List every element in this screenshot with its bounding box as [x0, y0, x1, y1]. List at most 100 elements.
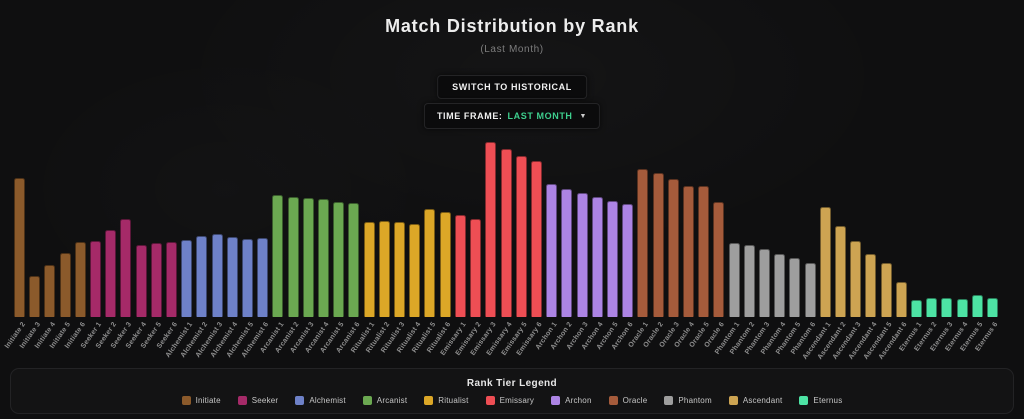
bar-phantom-3[interactable]: [758, 249, 770, 317]
bar-ascendant-2[interactable]: [834, 226, 846, 317]
legend-item-archon[interactable]: Archon: [551, 396, 592, 405]
page-title: Match Distribution by Rank: [385, 16, 639, 36]
bar-slot: Archon 1: [535, 137, 559, 351]
bar-arcanist-5[interactable]: [333, 202, 345, 317]
bar-archon-1[interactable]: [546, 184, 558, 317]
bar-archon-2[interactable]: [561, 189, 573, 317]
legend-item-arcanist[interactable]: Arcanist: [362, 396, 408, 405]
bar-archon-6[interactable]: [622, 204, 634, 317]
bar-ritualist-3[interactable]: [394, 222, 406, 317]
bar-slot: Phantom 4: [760, 137, 787, 356]
bar-arcanist-2[interactable]: [287, 197, 299, 317]
bar-alchemist-2[interactable]: [196, 236, 208, 317]
legend-swatch-icon: [608, 396, 618, 405]
bar-arcanist-1[interactable]: [272, 195, 284, 317]
bar-ritualist-2[interactable]: [378, 221, 390, 317]
bar-alchemist-4[interactable]: [226, 237, 238, 317]
legend-item-ascendant[interactable]: Ascendant: [728, 396, 783, 405]
bar-alchemist-1[interactable]: [181, 240, 193, 317]
bar-phantom-5[interactable]: [789, 258, 801, 317]
bar-oracle-5[interactable]: [698, 186, 710, 317]
switch-to-historical-button[interactable]: SWITCH TO HISTORICAL: [437, 75, 587, 99]
bar-ascendant-6[interactable]: [895, 282, 907, 317]
bar-slot: Ritualist 5: [411, 137, 437, 354]
legend-items: Initiate Seeker Alchemist Arcanist Ritualist…: [11, 396, 1013, 405]
legend-item-ritualist[interactable]: Ritualist: [424, 396, 468, 405]
bar-initiate-6[interactable]: [74, 242, 86, 317]
bar-slot: Seeker 4: [125, 137, 148, 350]
bar-phantom-4[interactable]: [774, 254, 786, 317]
bar-chart: Initiate 2 Initiate 3 Initiate 4 Initiate 5…: [4, 137, 1000, 361]
bar-ascendant-4[interactable]: [865, 254, 877, 317]
bar-eternus-6[interactable]: [987, 298, 998, 317]
bar-oracle-6[interactable]: [713, 202, 725, 317]
bar-eternus-1[interactable]: [910, 300, 922, 317]
legend-item-phantom[interactable]: Phantom: [664, 396, 712, 405]
bar-eternus-3[interactable]: [941, 298, 953, 317]
legend-item-emissary[interactable]: Emissary: [485, 396, 535, 405]
bar-oracle-3[interactable]: [667, 179, 679, 317]
bar-ritualist-4[interactable]: [409, 224, 421, 317]
bar-alchemist-5[interactable]: [242, 239, 254, 317]
bar-archon-5[interactable]: [606, 201, 618, 317]
bar-seeker-1[interactable]: [90, 241, 102, 317]
bar-emissary-2[interactable]: [470, 219, 482, 317]
bar-slot: Initiate 2: [4, 137, 27, 350]
bar-initiate-2[interactable]: [14, 178, 25, 317]
bar-ascendant-1[interactable]: [819, 207, 831, 317]
bar-ritualist-5[interactable]: [424, 209, 436, 317]
legend-swatch-icon: [237, 396, 247, 405]
bar-oracle-1[interactable]: [637, 169, 649, 317]
bar-initiate-3[interactable]: [29, 276, 41, 317]
legend-label: Initiate: [195, 396, 221, 405]
bar-eternus-2[interactable]: [926, 298, 938, 317]
bar-archon-3[interactable]: [576, 193, 588, 317]
bar-slot: Ascendant 5: [862, 137, 893, 361]
bar-seeker-5[interactable]: [150, 243, 162, 317]
bar-ritualist-6[interactable]: [439, 212, 451, 317]
legend-panel: Rank Tier Legend Initiate Seeker Alchemist…: [10, 368, 1014, 414]
bar-slot: Oracle 1: [628, 137, 650, 349]
bar-emissary-5[interactable]: [515, 156, 527, 317]
bar-emissary-6[interactable]: [530, 161, 542, 317]
bar-arcanist-3[interactable]: [302, 198, 314, 317]
bar-oracle-4[interactable]: [682, 186, 694, 317]
bar-seeker-3[interactable]: [120, 219, 132, 317]
bar-ritualist-1[interactable]: [363, 222, 375, 317]
bar-phantom-6[interactable]: [804, 263, 816, 317]
legend-item-initiate[interactable]: Initiate: [181, 396, 221, 405]
bar-phantom-2[interactable]: [743, 245, 755, 317]
time-frame-label: TIME FRAME:: [436, 111, 503, 121]
bar-arcanist-6[interactable]: [348, 203, 360, 317]
bar-phantom-1[interactable]: [728, 243, 740, 317]
bar-emissary-3[interactable]: [485, 142, 497, 317]
legend-item-seeker[interactable]: Seeker: [237, 396, 279, 405]
bar-slot: Ascendant 1: [802, 137, 832, 361]
bar-ascendant-3[interactable]: [850, 241, 862, 317]
bar-emissary-1[interactable]: [454, 215, 466, 317]
bar-oracle-2[interactable]: [652, 173, 664, 317]
legend-item-eternus[interactable]: Eternus: [799, 396, 842, 405]
bar-initiate-5[interactable]: [59, 253, 71, 317]
bar-slot: Oracle 4: [673, 137, 696, 349]
bar-slot: Oracle 6: [704, 137, 726, 349]
bar-seeker-2[interactable]: [105, 230, 117, 317]
legend-swatch-icon: [799, 396, 809, 405]
bar-slot: Phantom 3: [744, 137, 772, 356]
time-frame-dropdown[interactable]: TIME FRAME: LAST MONTH ▼: [423, 103, 601, 129]
bar-archon-4[interactable]: [591, 197, 603, 317]
bar-initiate-4[interactable]: [44, 265, 56, 317]
bar-emissary-4[interactable]: [500, 149, 512, 317]
bar-seeker-6[interactable]: [166, 242, 178, 317]
bar-alchemist-6[interactable]: [257, 238, 269, 317]
bar-eternus-5[interactable]: [971, 295, 983, 317]
legend-item-alchemist[interactable]: Alchemist: [295, 396, 346, 405]
legend-item-oracle[interactable]: Oracle: [608, 396, 648, 405]
bar-arcanist-4[interactable]: [318, 199, 330, 317]
bar-eternus-4[interactable]: [956, 299, 968, 317]
legend-label: Ascendant: [742, 396, 783, 405]
bar-alchemist-3[interactable]: [211, 234, 223, 317]
bar-ascendant-5[interactable]: [880, 263, 892, 317]
bar-slot: Arcanist 4: [304, 137, 331, 354]
bar-seeker-4[interactable]: [135, 245, 147, 317]
